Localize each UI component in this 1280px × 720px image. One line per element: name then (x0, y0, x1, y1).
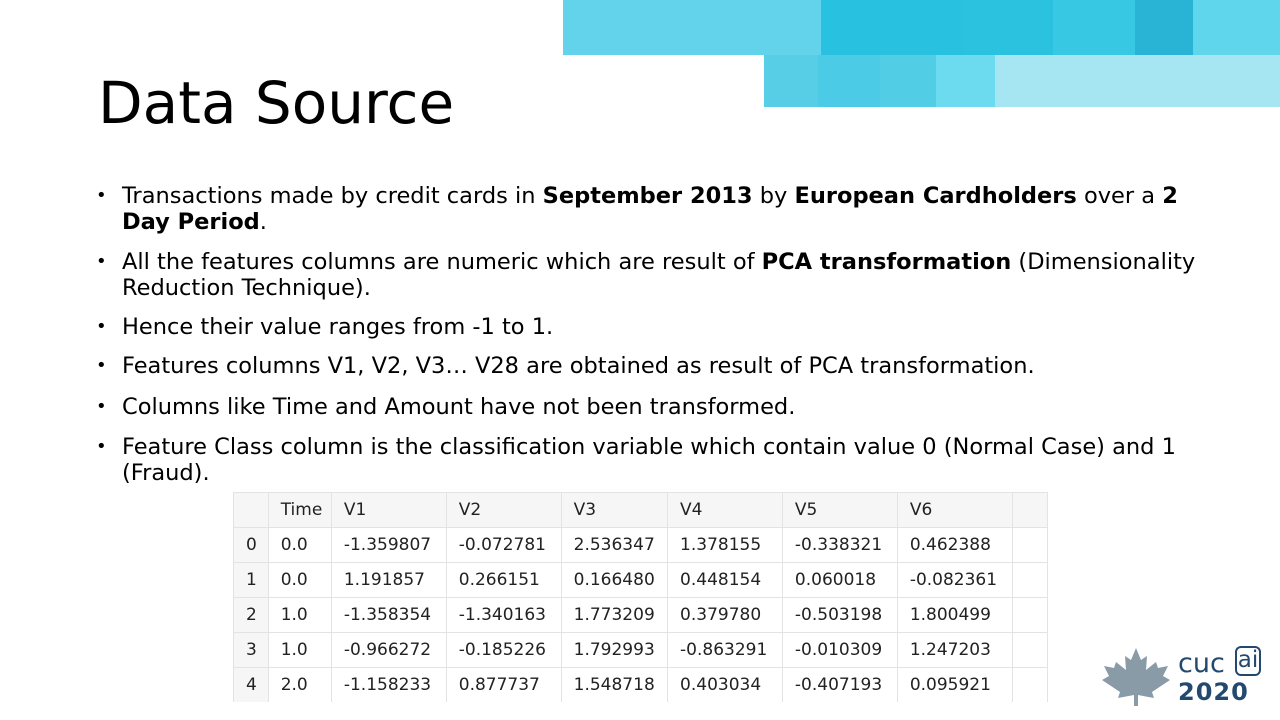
table-cell-truncated (1011, 527, 1048, 563)
table-cell: -0.338321 (781, 527, 898, 563)
bullet-item: Features columns V1, V2, V3… V28 are obt… (96, 353, 1196, 379)
bullet-text: . (259, 209, 267, 235)
row-index: 1 (233, 562, 269, 598)
table-cell: -1.158233 (330, 667, 447, 702)
column-header (233, 492, 269, 528)
bullet-item: Feature Class column is the classificati… (96, 434, 1196, 486)
table-cell: 1.548718 (560, 667, 669, 702)
table-row: 2 1.0 -1.358354 -1.340163 1.773209 0.379… (233, 597, 1048, 633)
table-cell: 0.403034 (667, 667, 783, 702)
bullet-text: Columns like Time and Amount have not be… (122, 394, 796, 420)
bullet-text: All the features columns are numeric whi… (122, 249, 762, 275)
bullet-bold-text: September 2013 (542, 183, 753, 209)
table-cell: -0.407193 (781, 667, 898, 702)
row-index: 3 (233, 632, 269, 668)
dataframe-table: Time V1 V2 V3 V4 V5 V6 0 0.0 -1.359807 -… (233, 492, 1048, 702)
bullet-text: over a (1076, 183, 1163, 209)
table-cell: -0.503198 (781, 597, 898, 633)
column-header: Time (267, 492, 332, 528)
table-row: 4 2.0 -1.158233 0.877737 1.548718 0.4030… (233, 667, 1048, 702)
column-header: V2 (445, 492, 562, 528)
table-cell: 0.0 (267, 527, 332, 563)
bullet-bold-text: 2 Day Period (122, 183, 1178, 235)
table-cell: 0.448154 (667, 562, 783, 598)
table-cell: 1.0 (267, 632, 332, 668)
table-cell: 1.792993 (560, 632, 669, 668)
bullet-item: Hence their value ranges from -1 to 1. (96, 314, 1196, 340)
table-cell: -0.185226 (445, 632, 562, 668)
table-cell-truncated (1011, 632, 1048, 668)
table-cell: 1.773209 (560, 597, 669, 633)
row-index: 4 (233, 667, 269, 702)
table-cell: 0.379780 (667, 597, 783, 633)
column-header: V1 (330, 492, 447, 528)
table-cell: 1.0 (267, 597, 332, 633)
column-header: V5 (781, 492, 898, 528)
row-index: 0 (233, 527, 269, 563)
bullet-bold-text: PCA transformation (761, 249, 1012, 275)
table-cell: -0.010309 (781, 632, 898, 668)
table-cell: 0.095921 (896, 667, 1013, 702)
column-header: V6 (896, 492, 1013, 528)
table-cell: 0.166480 (560, 562, 669, 598)
table-cell: -1.340163 (445, 597, 562, 633)
table-row: 3 1.0 -0.966272 -0.185226 1.792993 -0.86… (233, 632, 1048, 668)
bullet-text: Hence their value ranges from -1 to 1. (122, 314, 554, 340)
table-header-row: Time V1 V2 V3 V4 V5 V6 (233, 492, 1048, 528)
table-cell-truncated (1011, 667, 1048, 702)
table-cell: -1.358354 (330, 597, 447, 633)
logo-text: cuc (1178, 648, 1225, 679)
bullet-text: (Dimensionality Reduction Technique). (122, 249, 1196, 301)
table-cell: -0.966272 (330, 632, 447, 668)
bullet-text: Features columns V1, V2, V3… V28 are obt… (122, 353, 1035, 379)
logo-text-boxed: ai (1235, 646, 1261, 676)
bullet-text: Transactions made by credit cards in (122, 183, 543, 209)
bullet-list: Transactions made by credit cards in Sep… (96, 183, 1196, 486)
maple-leaf-icon (1102, 648, 1170, 706)
table-row: 1 0.0 1.191857 0.266151 0.166480 0.44815… (233, 562, 1048, 598)
bullet-text: Feature Class column is the classificati… (122, 434, 1176, 486)
table-cell: 0.266151 (445, 562, 562, 598)
table-cell-truncated (1011, 562, 1048, 598)
row-index: 2 (233, 597, 269, 633)
table-cell: -1.359807 (330, 527, 447, 563)
table-cell: -0.863291 (667, 632, 783, 668)
table-cell: 0.462388 (896, 527, 1013, 563)
slide-title: Data Source (98, 69, 455, 137)
column-header: V3 (560, 492, 669, 528)
table-cell: 1.247203 (896, 632, 1013, 668)
column-header: V4 (667, 492, 783, 528)
table-cell: 1.378155 (667, 527, 783, 563)
bullet-bold-text: European Cardholders (794, 183, 1077, 209)
table-cell: 2.0 (267, 667, 332, 702)
table-cell: -0.082361 (896, 562, 1013, 598)
table-cell: 1.191857 (330, 562, 447, 598)
bullet-item: All the features columns are numeric whi… (96, 249, 1196, 301)
column-header-truncated (1011, 492, 1048, 528)
bullet-text: by (752, 183, 795, 209)
table-cell: 0.0 (267, 562, 332, 598)
table-cell: 0.060018 (781, 562, 898, 598)
table-cell: -0.072781 (445, 527, 562, 563)
bullet-item: Columns like Time and Amount have not be… (96, 394, 1196, 420)
logo-year: 2020 (1178, 678, 1249, 706)
table-cell-truncated (1011, 597, 1048, 633)
table-row: 0 0.0 -1.359807 -0.072781 2.536347 1.378… (233, 527, 1048, 563)
table-cell: 2.536347 (560, 527, 669, 563)
cucai-logo: cuc ai 2020 (1100, 644, 1270, 710)
table-cell: 0.877737 (445, 667, 562, 702)
table-cell: 1.800499 (896, 597, 1013, 633)
bullet-item: Transactions made by credit cards in Sep… (96, 183, 1196, 235)
header-decoration (0, 0, 1280, 110)
